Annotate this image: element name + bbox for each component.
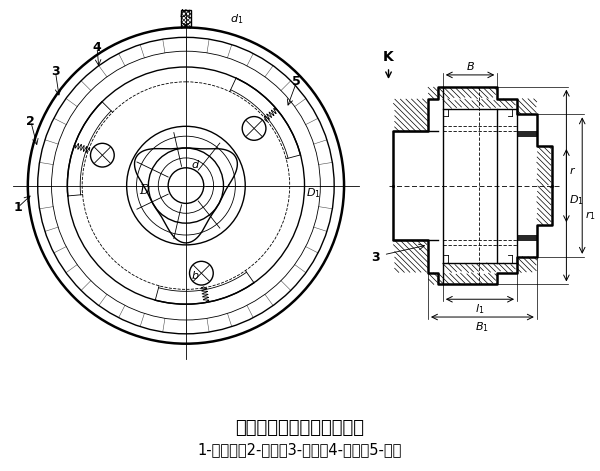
Text: 5: 5	[292, 75, 301, 89]
Text: $r_1$: $r_1$	[585, 209, 596, 222]
Text: 4: 4	[92, 41, 101, 54]
Text: K: K	[383, 50, 394, 64]
Bar	[181, 10, 191, 27]
Text: 3: 3	[371, 251, 380, 264]
Text: $B$: $B$	[466, 60, 475, 72]
Text: $l_1$: $l_1$	[475, 302, 485, 316]
Text: $b$: $b$	[191, 268, 199, 281]
Text: 1-内星轮；2-外环；3-拨爪；4-滚柱；5-弹簧: 1-内星轮；2-外环；3-拨爪；4-滚柱；5-弹簧	[197, 442, 402, 457]
Text: $r$: $r$	[569, 165, 577, 176]
Text: $d$: $d$	[191, 158, 200, 170]
Text: 滚柱式单向超越离合器尺寸: 滚柱式单向超越离合器尺寸	[235, 419, 364, 437]
Text: $d_1$: $d_1$	[230, 12, 244, 25]
Text: $D_1$: $D_1$	[307, 187, 321, 200]
Text: 3: 3	[51, 65, 60, 79]
Text: $D_1$: $D_1$	[569, 194, 584, 207]
Text: 2: 2	[26, 115, 35, 128]
Text: 1: 1	[14, 201, 22, 214]
Text: D: D	[139, 184, 149, 197]
Text: $B_1$: $B_1$	[475, 320, 490, 334]
Text: $b_1$: $b_1$	[179, 7, 193, 21]
